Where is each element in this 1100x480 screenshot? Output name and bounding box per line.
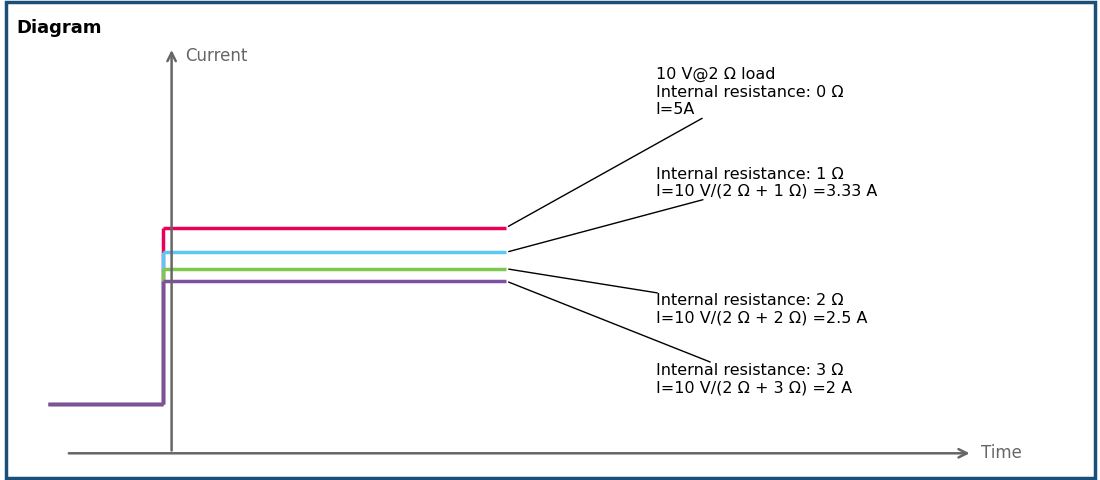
Text: 10 V@2 Ω load
Internal resistance: 0 Ω
I=5A: 10 V@2 Ω load Internal resistance: 0 Ω I…: [508, 67, 844, 227]
Text: Time: Time: [981, 444, 1022, 462]
Text: Internal resistance: 1 Ω
I=10 V/(2 Ω + 1 Ω) =3.33 A: Internal resistance: 1 Ω I=10 V/(2 Ω + 1…: [508, 167, 877, 252]
Text: Internal resistance: 2 Ω
I=10 V/(2 Ω + 2 Ω) =2.5 A: Internal resistance: 2 Ω I=10 V/(2 Ω + 2…: [508, 269, 867, 326]
Text: Diagram: Diagram: [16, 19, 102, 37]
Text: Current: Current: [185, 47, 248, 65]
Text: Internal resistance: 3 Ω
I=10 V/(2 Ω + 3 Ω) =2 A: Internal resistance: 3 Ω I=10 V/(2 Ω + 3…: [508, 282, 851, 396]
